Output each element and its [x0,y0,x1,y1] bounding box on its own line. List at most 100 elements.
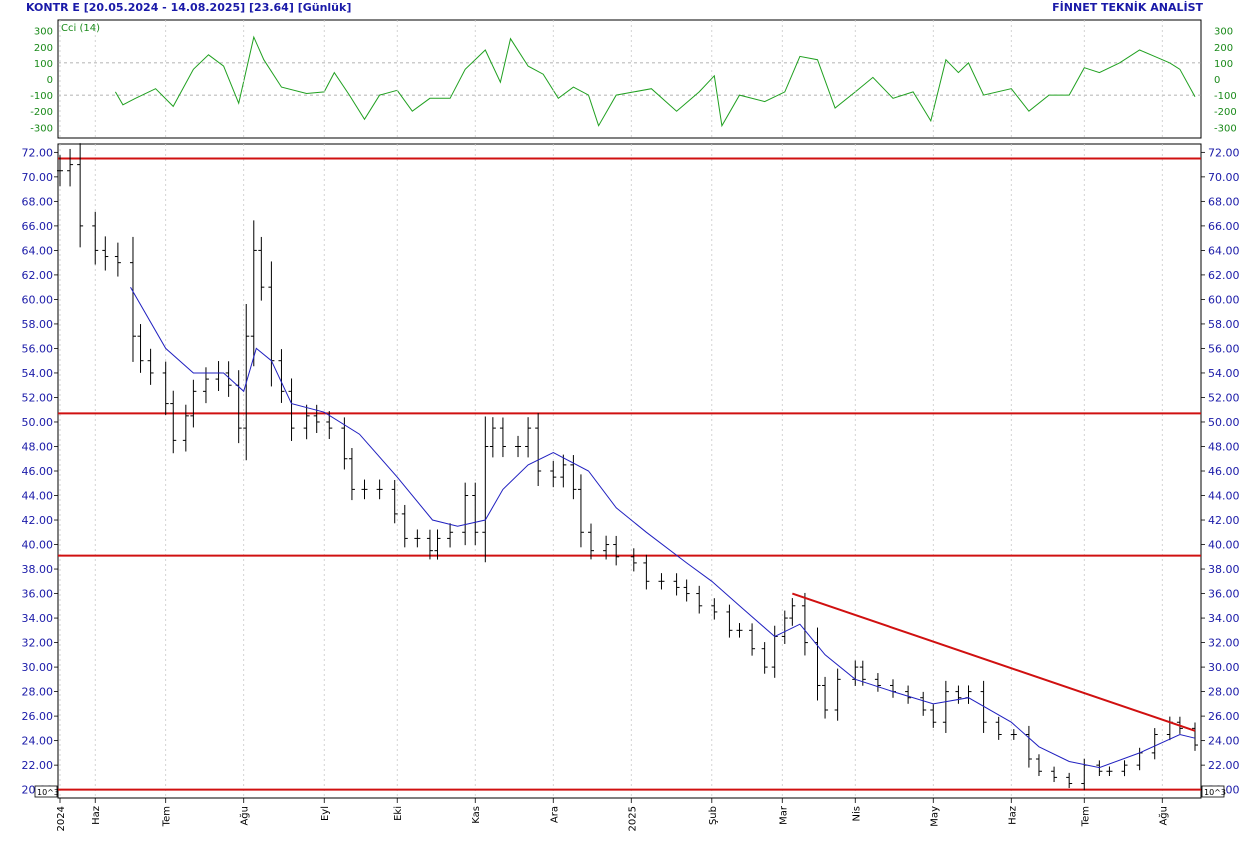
ohlc-bar [268,261,275,387]
price-tick-label-right: 54.00 [1208,367,1240,380]
ohlc-bar [489,417,496,458]
x-tick-label: Tem [162,806,173,827]
cci-tick-label-left: -300 [30,123,53,134]
ohlc-bar [603,535,610,560]
ohlc-bar [1066,772,1073,789]
ohlc-bar [303,404,310,440]
ohlc-bar [673,573,680,596]
price-tick-label-right: 72.00 [1208,146,1240,159]
price-tick-label-left: 30.00 [22,661,54,674]
price-tick-label-right: 52.00 [1208,391,1240,404]
price-tick-label-left: 24.00 [22,735,54,748]
price-tick-label-right: 70.00 [1208,171,1240,184]
ohlc-bar [822,676,829,719]
x-tick-label: Mar [778,805,789,825]
ohlc-bar [588,523,595,560]
price-tick-label-right: 50.00 [1208,416,1240,429]
ohlc-bar [515,435,522,458]
trendline [792,592,1196,732]
ohlc-bar [726,604,733,638]
ohlc-bar [462,482,469,546]
ohlc-bar [834,668,841,721]
x-tick-label: Haz [91,806,102,825]
price-tick-label-right: 48.00 [1208,440,1240,453]
price-tick-label-left: 68.00 [22,195,54,208]
ohlc-bar [789,598,796,626]
ohlc-bar [391,480,398,524]
ohlc-bar [942,680,949,733]
price-tick-label-right: 46.00 [1208,465,1240,478]
price-tick-label-right: 36.00 [1208,588,1240,601]
price-tick-label-left: 26.00 [22,710,54,723]
price-tick-label-right: 62.00 [1208,269,1240,282]
x-tick-label: 2025 [627,806,638,831]
x-tick-label: Haz [1007,806,1018,825]
price-tick-label-left: 40.00 [22,539,54,552]
ohlc-bar [801,592,808,656]
ohlc-bar [129,236,136,362]
ohlc-bar [426,529,433,560]
price-tick-label-right: 68.00 [1208,195,1240,208]
ohlc-bar [920,691,927,716]
ohlc-bar [313,404,320,434]
price-tick-label-left: 60.00 [22,293,54,306]
cci-tick-label-left: 100 [34,59,53,70]
price-tick-label-right: 38.00 [1208,563,1240,576]
cci-panel-frame [57,19,1202,139]
ohlc-bar [147,348,154,385]
ohlc-bar [1035,754,1042,777]
x-tick-label: Ağu [239,806,251,826]
ohlc-bar [874,673,881,692]
ohlc-bar [401,504,408,548]
ohlc-bar [499,417,506,458]
cci-tick-label-left: -200 [30,107,53,118]
price-tick-label-right: 34.00 [1208,612,1240,625]
cci-tick-label-right: 100 [1214,59,1233,70]
price-tick-label-right: 42.00 [1208,514,1240,527]
price-tick-label-left: 34.00 [22,612,54,625]
ohlc-bar [577,474,584,548]
ohlc-bar [67,148,74,187]
price-tick-label-left: 70.00 [22,171,54,184]
moving-average-line [130,286,1196,769]
price-tick-label-left: 44.00 [22,490,54,503]
price-tick-label-right: 58.00 [1208,318,1240,331]
ohlc-bar [250,220,257,367]
ohlc-bar [749,623,756,656]
x-tick-label: Tem [1080,806,1091,827]
price-tick-label-left: 56.00 [22,342,54,355]
x-tick-label: Ağu [1157,806,1169,826]
ohlc-bar [102,236,109,271]
price-tick-label-right: 32.00 [1208,637,1240,650]
ohlc-bar [711,598,718,620]
cci-tick-label-right: -100 [1214,91,1237,102]
ohlc-bar [170,390,177,454]
ohlc-bar [1166,716,1173,741]
ohlc-bar [550,460,557,488]
ohlc-bar [761,642,768,674]
price-tick-label-right: 60.00 [1208,293,1240,306]
ohlc-bar [414,529,421,548]
ohlc-bar [57,155,63,187]
x-tick-label: Nis [851,806,862,821]
cci-tick-label-right: 200 [1214,43,1233,54]
cci-tick-label-left: 300 [34,27,53,38]
cci-tick-label-right: 0 [1214,75,1220,86]
ohlc-bar [658,573,665,590]
ohlc-bar [182,404,189,452]
ohlc-bar [1151,728,1158,760]
ohlc-bar [781,610,788,644]
price-tick-label-right: 24.00 [1208,735,1240,748]
ohlc-bar [215,361,222,391]
ohlc-bar [235,370,242,444]
ohlc-bar [482,416,489,563]
ohlc-bar [613,535,620,566]
ohlc-bar [1121,760,1128,777]
ohlc-bar [434,529,441,560]
ohlc-bar [955,685,962,704]
price-tick-label-right: 26.00 [1208,710,1240,723]
price-tick-label-left: 22.00 [22,759,54,772]
ohlc-bar [190,379,197,428]
price-panel-frame [57,143,1202,799]
